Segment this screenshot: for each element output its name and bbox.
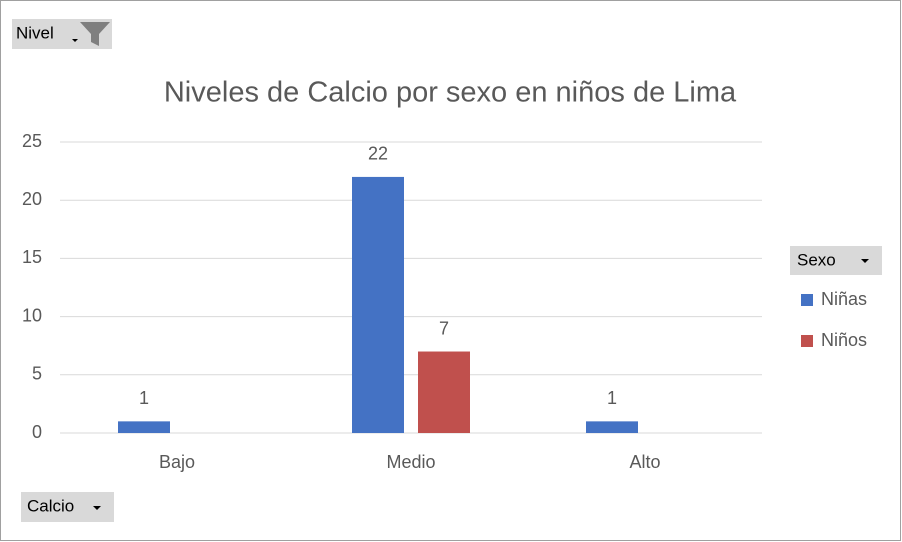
dropdown-arrow: [93, 506, 101, 510]
data-label: 1: [607, 388, 617, 408]
y-tick-label: 10: [22, 305, 42, 325]
legend-label: Niñas: [821, 289, 867, 309]
x-tick-label: Bajo: [159, 452, 195, 472]
data-label: 7: [439, 318, 449, 338]
legend-swatch: [801, 335, 813, 347]
y-tick-label: 25: [22, 131, 42, 151]
y-tick-label: 5: [32, 364, 42, 384]
bar: [352, 176, 404, 434]
filter-icon: [80, 22, 110, 46]
x-tick-label: Alto: [629, 452, 660, 472]
y-tick-label: 20: [22, 189, 42, 209]
legend-field-button[interactable]: Sexo: [790, 246, 882, 275]
chart-title: Niveles de Calcio por sexo en niños de L…: [164, 77, 737, 109]
legend-label: Niños: [821, 330, 867, 350]
x-tick-label: Medio: [386, 452, 435, 472]
bar: [118, 421, 170, 433]
button-label: Nivel: [16, 23, 54, 42]
filter-button[interactable]: Nivel: [12, 19, 112, 49]
button-label: Sexo: [797, 250, 836, 269]
bar: [418, 351, 470, 433]
legend-swatch: [801, 294, 813, 306]
y-tick-label: 15: [22, 247, 42, 267]
y-tick-label: 0: [32, 422, 42, 442]
dropdown-arrow: [861, 259, 869, 263]
bar: [586, 421, 638, 433]
dropdown-arrow: [72, 39, 78, 42]
button-label: Calcio: [27, 496, 74, 515]
data-label: 22: [368, 144, 388, 164]
axis-field-button[interactable]: Calcio: [21, 492, 114, 522]
data-label: 1: [139, 388, 149, 408]
